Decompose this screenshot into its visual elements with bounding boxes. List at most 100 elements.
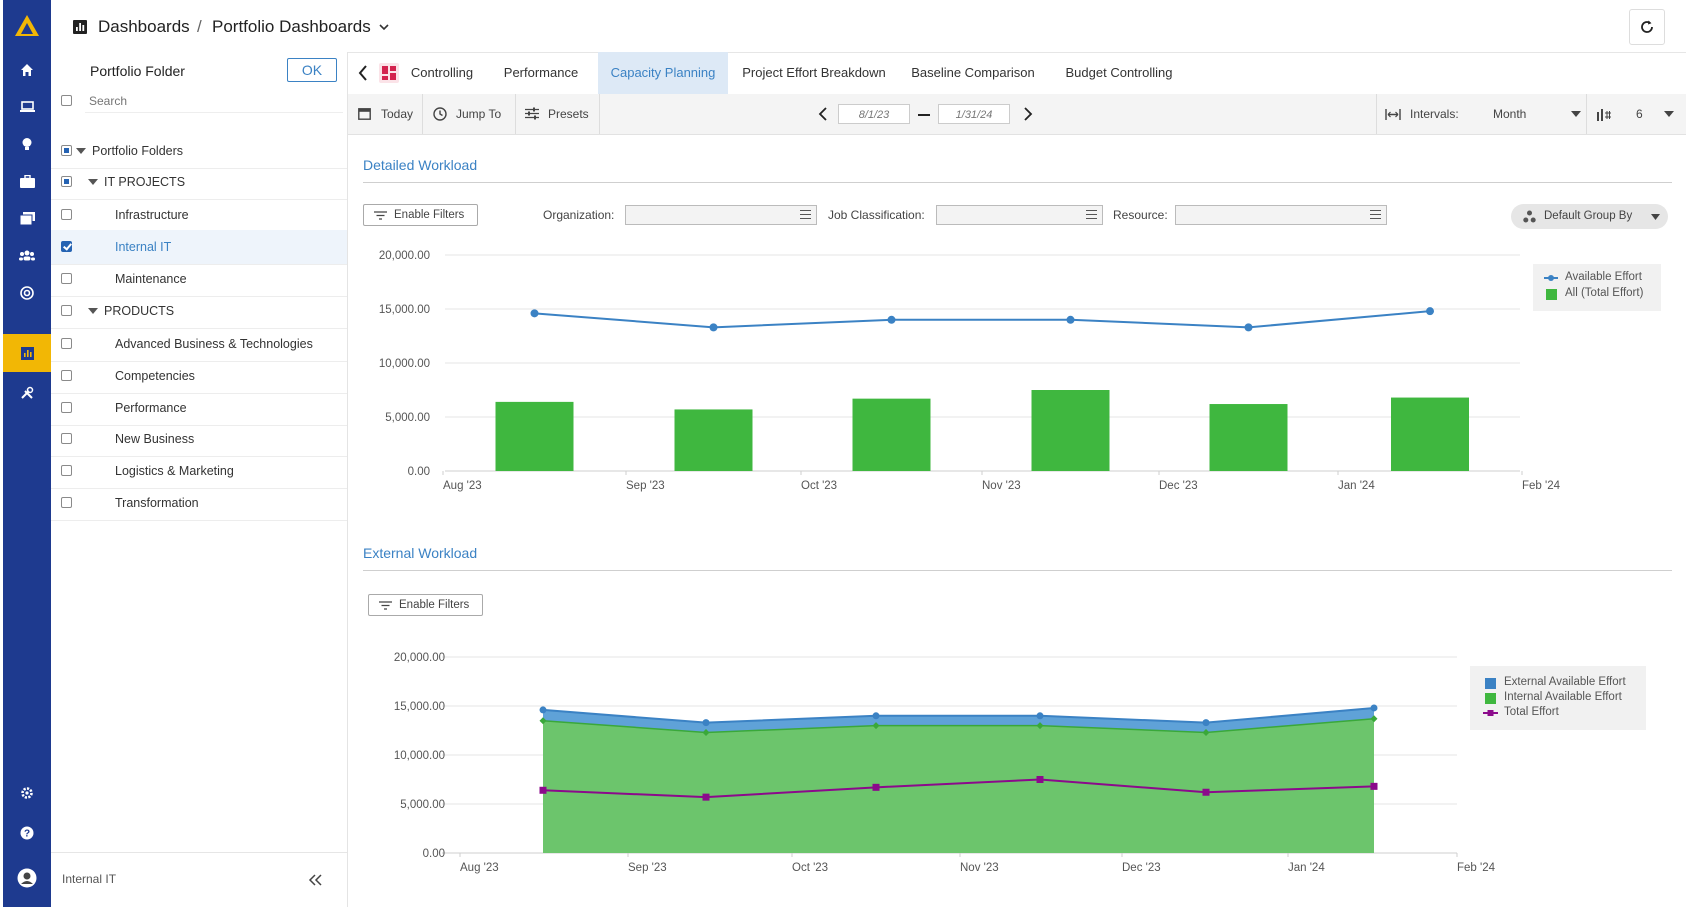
chevron-down-icon[interactable] <box>379 23 389 31</box>
settings-icon[interactable] <box>3 773 51 813</box>
detailed-chart-legend: Available Effort All (Total Effort) <box>1533 264 1661 311</box>
tree-item-checkbox[interactable] <box>61 497 72 508</box>
dashboard-small-icon <box>73 20 87 34</box>
calendar-icon <box>358 108 371 120</box>
caret-down-icon <box>1571 111 1581 117</box>
search-input[interactable] <box>85 90 343 113</box>
enable-filters-button[interactable]: Enable Filters <box>363 204 478 226</box>
tree-item-label: Advanced Business & Technologies <box>115 337 313 351</box>
tree-item-checkbox[interactable] <box>61 176 72 187</box>
point-total-effort <box>702 793 710 801</box>
breadcrumb-current[interactable]: Portfolio Dashboards <box>212 17 371 36</box>
x-tick-label: Oct '23 <box>792 862 828 874</box>
tree-item[interactable]: Performance <box>51 391 347 426</box>
legend-internal-swatch <box>1485 693 1496 704</box>
date-from-input[interactable]: 8/1/23 <box>838 104 910 124</box>
legend-line-marker <box>1544 275 1558 281</box>
tree-item-checkbox[interactable] <box>61 370 72 381</box>
tab-performance[interactable]: Performance <box>503 65 579 80</box>
next-range-icon[interactable] <box>1023 107 1033 121</box>
tree-item[interactable]: Advanced Business & Technologies <box>51 327 347 362</box>
dashboard-icon[interactable] <box>3 334 51 372</box>
x-tick-label: Feb '24 <box>1457 862 1496 874</box>
folders-icon[interactable] <box>3 198 51 238</box>
y-tick-label: 10,000.00 <box>379 358 430 370</box>
ok-button[interactable]: OK <box>287 58 337 82</box>
jump-to-button[interactable]: Jump To <box>433 94 505 134</box>
previous-range-icon[interactable] <box>818 107 828 121</box>
tree-item-checkbox[interactable] <box>61 241 72 252</box>
external-workload-title: External Workload <box>363 545 478 561</box>
tab-budget-controlling[interactable]: Budget Controlling <box>1065 65 1173 80</box>
tree-item-checkbox[interactable] <box>61 145 72 156</box>
point-available-effort <box>1066 315 1075 324</box>
team-icon[interactable] <box>3 236 51 276</box>
group-by-button[interactable]: Default Group By <box>1511 204 1668 229</box>
user-avatar[interactable] <box>3 858 51 898</box>
presets-button[interactable]: Presets <box>525 94 595 134</box>
tree-item-checkbox[interactable] <box>61 273 72 284</box>
tab-project-effort-breakdown[interactable]: Project Effort Breakdown <box>742 65 886 80</box>
collapse-sidebar-icon[interactable] <box>308 874 322 886</box>
breadcrumb-dashboards[interactable]: Dashboards <box>98 17 190 36</box>
sidebar-title: Portfolio Folder <box>90 63 185 79</box>
organization-filter[interactable] <box>625 205 817 225</box>
x-tick-label: Feb '24 <box>1522 480 1561 492</box>
select-all-checkbox[interactable] <box>61 95 72 106</box>
tree-item[interactable]: IT PROJECTS <box>51 165 347 200</box>
intervals-label: Intervals: <box>1410 107 1459 121</box>
home-icon[interactable] <box>3 50 51 90</box>
tools-icon[interactable] <box>3 373 51 413</box>
interval-select[interactable]: Month <box>1493 94 1583 134</box>
enable-filters-button-external[interactable]: Enable Filters <box>368 594 483 616</box>
tree-item-checkbox[interactable] <box>61 465 72 476</box>
help-icon[interactable]: ? <box>3 813 51 853</box>
legend-external-swatch <box>1485 678 1496 689</box>
tree-item[interactable]: PRODUCTS <box>51 294 347 329</box>
app-logo[interactable] <box>3 0 51 52</box>
tree-item[interactable]: Maintenance <box>51 262 347 297</box>
x-tick-label: Aug '23 <box>460 862 499 874</box>
tree-item[interactable]: Transformation <box>51 486 347 521</box>
portfolio-sidebar: Portfolio Folder OK Portfolio Folders IT … <box>51 52 348 907</box>
refresh-button[interactable] <box>1629 9 1665 45</box>
tree-item[interactable]: New Business <box>51 422 347 457</box>
point-total-effort <box>1370 782 1378 790</box>
tree-item[interactable]: Portfolio Folders <box>51 134 347 169</box>
line-total-effort <box>542 778 1375 799</box>
caret-down-icon[interactable] <box>76 148 86 154</box>
lightbulb-icon[interactable] <box>3 124 51 164</box>
dashboard-grid-icon[interactable] <box>379 63 399 83</box>
tab-controlling[interactable]: Controlling <box>410 65 474 80</box>
tree-item-checkbox[interactable] <box>61 402 72 413</box>
tree-item-checkbox[interactable] <box>61 209 72 220</box>
date-to-input[interactable]: 1/31/24 <box>938 104 1010 124</box>
columns-icon <box>1597 109 1611 121</box>
today-button[interactable]: Today <box>358 94 418 134</box>
tree-item-checkbox[interactable] <box>61 338 72 349</box>
tree-item[interactable]: Logistics & Marketing <box>51 454 347 489</box>
tree-item-checkbox[interactable] <box>61 433 72 444</box>
resource-filter[interactable] <box>1175 205 1387 225</box>
point-external-available <box>1036 712 1044 720</box>
caret-down-icon[interactable] <box>88 308 98 314</box>
caret-down-icon[interactable] <box>88 179 98 185</box>
job-classification-filter[interactable] <box>936 205 1103 225</box>
point-total-effort <box>1202 788 1210 796</box>
tree-item[interactable]: Internal IT <box>51 230 347 265</box>
sliders-icon <box>525 107 539 120</box>
briefcase-icon[interactable] <box>3 161 51 201</box>
laptop-icon[interactable] <box>3 87 51 127</box>
x-tick-label: Aug '23 <box>443 480 482 492</box>
tree-item-checkbox[interactable] <box>61 305 72 316</box>
tree-item[interactable]: Competencies <box>51 359 347 394</box>
tab-capacity-planning[interactable]: Capacity Planning <box>598 52 728 94</box>
point-total-effort <box>539 786 547 794</box>
target-icon[interactable] <box>3 273 51 313</box>
tree-item[interactable]: Infrastructure <box>51 198 347 233</box>
chevron-left-icon[interactable] <box>358 65 368 81</box>
point-available-effort <box>1426 307 1434 316</box>
date-range-dash <box>918 114 930 116</box>
count-select[interactable]: 6 <box>1636 94 1676 134</box>
tab-baseline-comparison[interactable]: Baseline Comparison <box>911 65 1035 80</box>
